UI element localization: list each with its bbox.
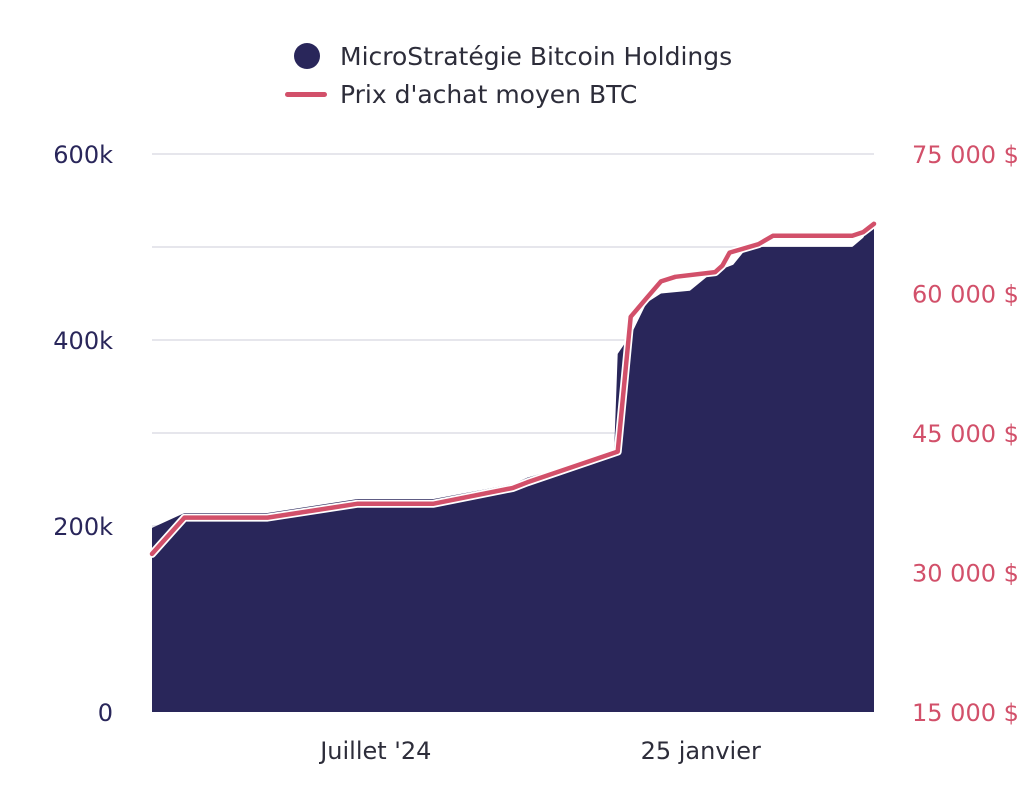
y-right-tick-label: 15 000 $ [912,699,1019,727]
legend-holdings-marker [294,43,320,69]
x-tick-label: Juillet '24 [318,737,431,765]
y-right-tick-label: 45 000 $ [912,420,1019,448]
y-left-tick-label: 0 [98,699,113,727]
y-right-tick-label: 60 000 $ [912,281,1019,309]
y-left-tick-label: 400k [53,327,113,355]
y-left-tick-label: 200k [53,513,113,541]
y-right-tick-label: 30 000 $ [912,560,1019,588]
price-line [149,221,877,557]
holdings-area [152,221,874,712]
y-axis-left: 0 200k 400k 600k [53,141,113,727]
x-axis: Juillet '24 25 janvier [318,737,761,765]
legend-holdings-label: MicroStratégie Bitcoin Holdings [340,42,732,71]
legend: MicroStratégie Bitcoin Holdings Prix d'a… [285,42,732,109]
y-right-tick-label: 75 000 $ [912,141,1019,169]
y-left-tick-label: 600k [53,141,113,169]
legend-price-label: Prix d'achat moyen BTC [340,80,637,109]
y-axis-right: 15 000 $ 30 000 $ 45 000 $ 60 000 $ 75 000 $ [912,141,1019,727]
legend-price-marker [285,92,327,97]
x-tick-label: 25 janvier [641,737,761,765]
